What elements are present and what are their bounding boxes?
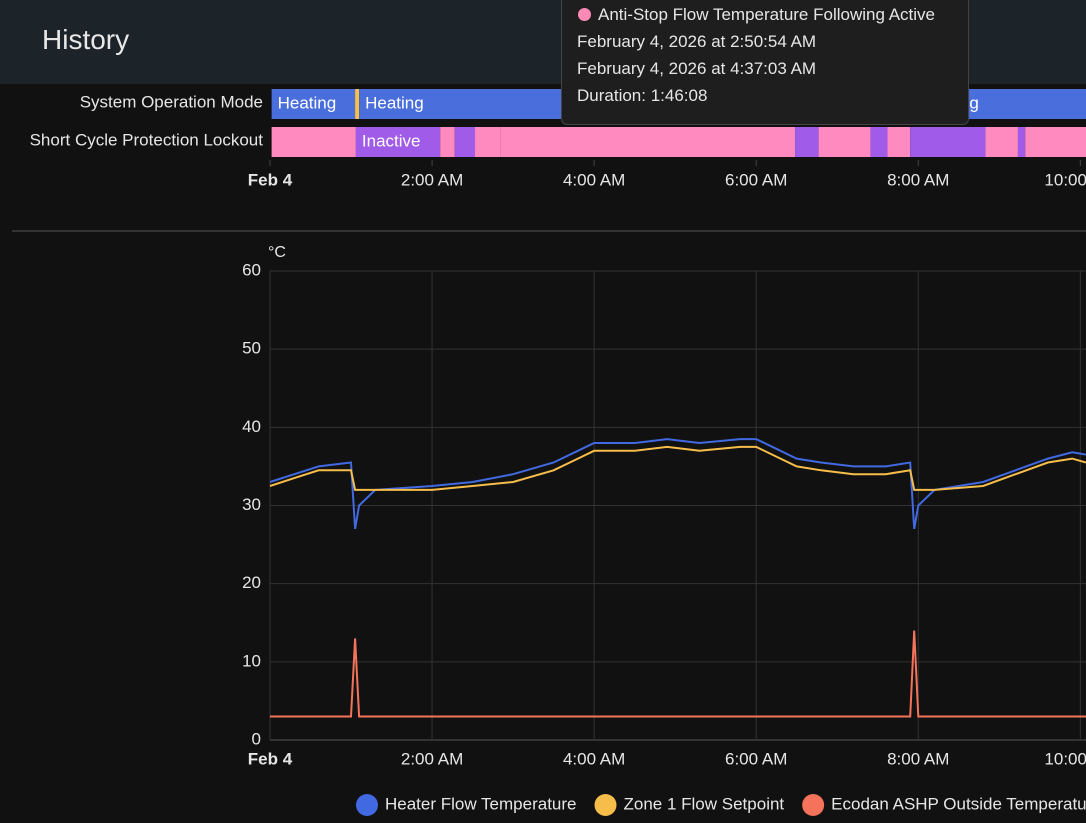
legend-swatch <box>356 794 378 816</box>
legend-swatch <box>802 794 825 816</box>
row-label: System Operation Mode <box>80 92 263 111</box>
x-tick-label: Feb 4 <box>248 170 293 189</box>
timeline-segment <box>910 127 986 157</box>
series-line <box>270 630 1086 718</box>
timeline-segment <box>355 127 441 157</box>
timeline-segment <box>454 127 476 157</box>
legend-label: Zone 1 Flow Setpoint <box>624 794 785 813</box>
legend-swatch <box>594 794 617 816</box>
tooltip: Anti-Stop Flow Temperature Following Act… <box>561 0 969 125</box>
x-tick-label: 6:00 AM <box>725 170 787 189</box>
timeline-segment <box>271 89 356 119</box>
series-line <box>269 438 1086 530</box>
x-tick-label: 6:00 AM <box>725 749 787 768</box>
y-tick-label: 20 <box>242 573 261 592</box>
timeline-segment <box>475 127 501 157</box>
timeline-segment <box>1017 127 1026 157</box>
timeline-segment <box>440 127 455 157</box>
y-tick-label: 50 <box>242 339 261 358</box>
tooltip-end: February 4, 2026 at 4:37:03 AM <box>577 59 817 78</box>
tooltip-dot <box>578 8 591 21</box>
legend-label: Heater Flow Temperature <box>385 794 577 813</box>
legend-label: Ecodan ASHP Outside Temperature <box>831 794 1086 813</box>
y-tick-label: 60 <box>242 260 261 279</box>
tooltip-duration: Duration: 1:46:08 <box>577 86 708 105</box>
timeline-segment <box>1025 127 1086 157</box>
x-tick-label: 4:00 AM <box>563 170 625 189</box>
segment-label: Heating <box>278 93 337 112</box>
timeline-segment <box>870 127 888 157</box>
page-title: History <box>42 24 130 55</box>
segment-label: Heating <box>365 93 424 112</box>
x-tick-label: 4:00 AM <box>563 749 625 768</box>
timeline-segment <box>887 127 911 157</box>
series-line <box>269 445 1086 491</box>
x-tick-label: 8:00 AM <box>887 749 949 768</box>
timeline-segment <box>500 127 796 157</box>
y-tick-label: 0 <box>252 729 261 748</box>
timeline-segment <box>985 127 1018 157</box>
segment-label: Inactive <box>362 131 421 150</box>
row-label: Short Cycle Protection Lockout <box>30 130 264 149</box>
timeline-segment <box>271 127 356 157</box>
timeline-segment <box>818 127 871 157</box>
y-tick-label: 40 <box>242 417 261 436</box>
y-unit: °C <box>268 244 286 261</box>
x-tick-label: 10:00 AM <box>1044 170 1086 189</box>
timeline-segment <box>355 89 360 119</box>
x-tick-label: 2:00 AM <box>401 170 463 189</box>
x-tick-label: 2:00 AM <box>401 749 463 768</box>
y-tick-label: 10 <box>242 651 261 670</box>
tooltip-start: February 4, 2026 at 2:50:54 AM <box>577 32 817 51</box>
x-tick-label: 10:00 AM <box>1044 749 1086 768</box>
tooltip-title: Anti-Stop Flow Temperature Following Act… <box>598 5 936 24</box>
x-tick-label: Feb 4 <box>248 749 293 768</box>
x-tick-label: 8:00 AM <box>887 170 949 189</box>
y-tick-label: 30 <box>242 495 261 514</box>
timeline-segment <box>795 127 819 157</box>
